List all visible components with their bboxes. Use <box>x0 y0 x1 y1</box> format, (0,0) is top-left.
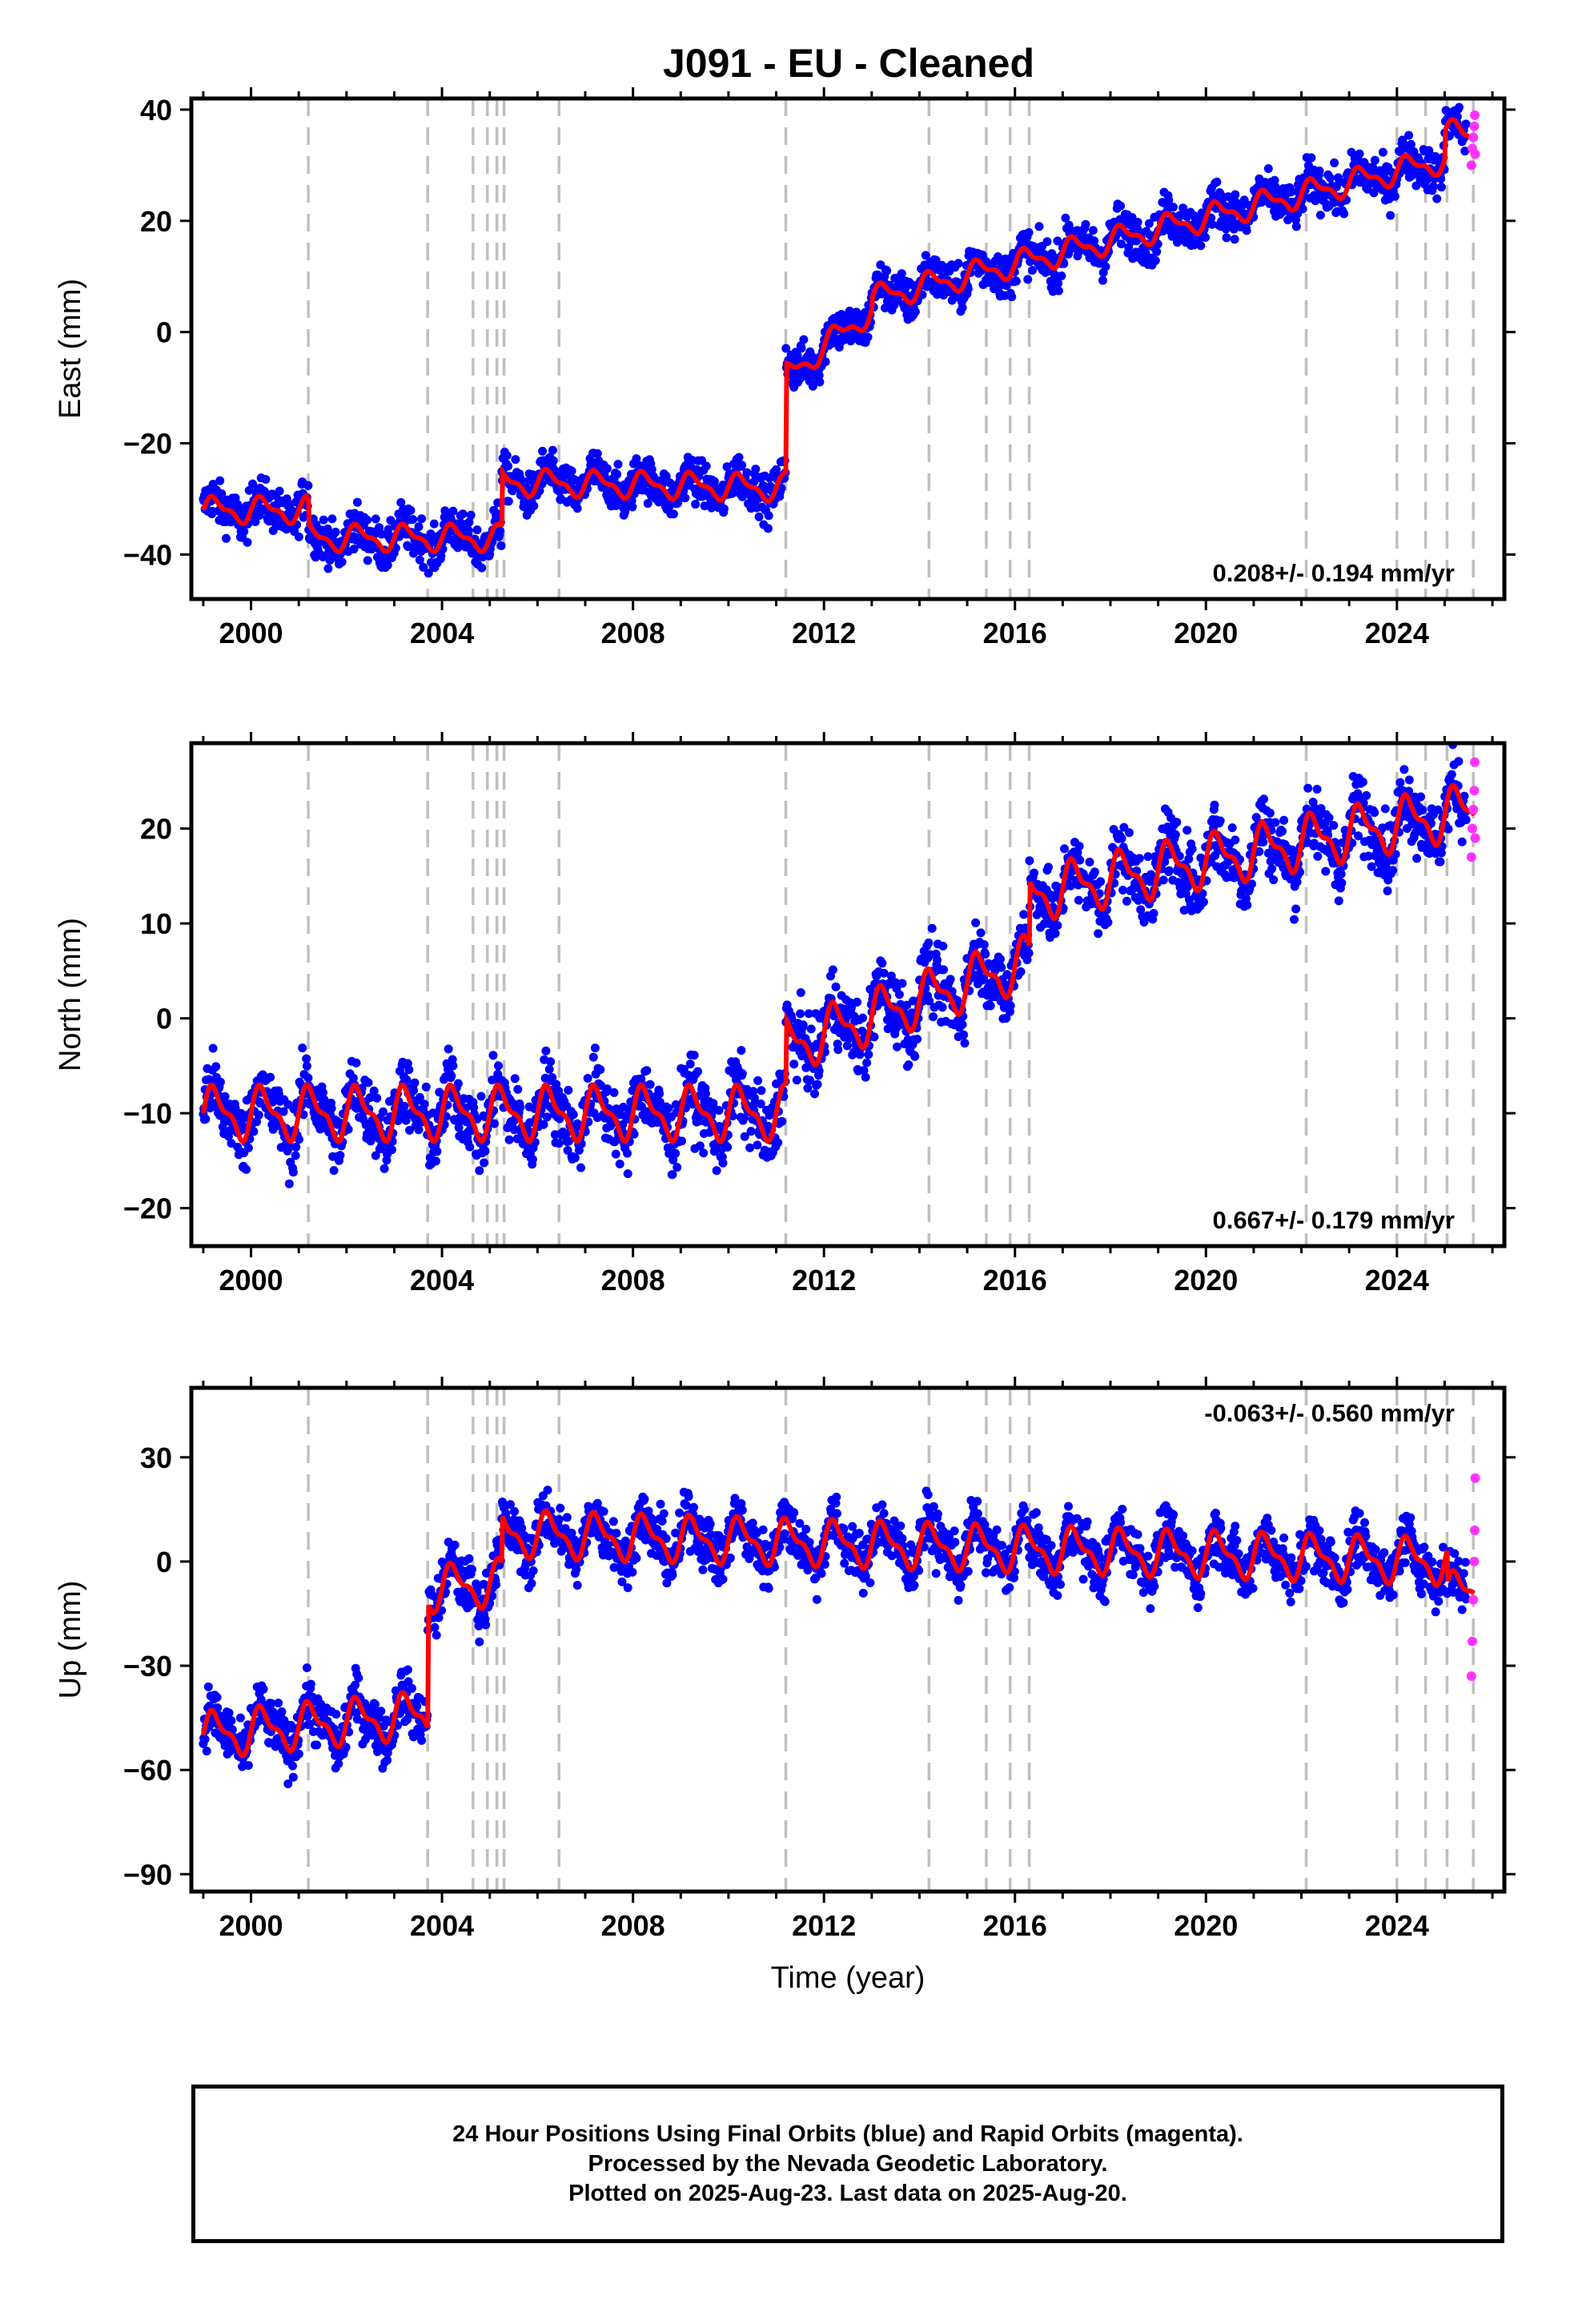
rapid-orbit-point <box>1466 852 1476 862</box>
rapid-orbit-point <box>1470 833 1480 843</box>
rapid-orbit-point <box>1468 1594 1479 1605</box>
x-tick-label: 2020 <box>1174 1909 1238 1942</box>
model-segment <box>869 152 1447 311</box>
y-tick-label: −20 <box>123 1192 172 1225</box>
panel-east: 2000 2004 2008 2012 2016 2020 2024 −40 −20 0 20 40 E… <box>54 87 1516 649</box>
model-segment <box>783 309 874 475</box>
x-tick-label: 2020 <box>1174 617 1238 649</box>
panels: 2000 2004 2008 2012 2016 2020 2024−40−2002040E… <box>54 87 1516 1995</box>
rapid-orbit-point <box>1469 1556 1480 1566</box>
model-segment <box>200 1690 430 1759</box>
footer-box: 24 Hour Positions Using Final Orbits (bl… <box>191 2085 1504 2243</box>
footer-line-3: Plotted on 2025-Aug-23. Last data on 202… <box>568 2180 1127 2206</box>
panel-north: 2000 2004 2008 2012 2016 2020 2024 −20 −10 0 10 20 N… <box>54 732 1516 1297</box>
chart-title: J091 - EU - Cleaned <box>663 41 1034 86</box>
x-tick-label: 2000 <box>219 617 283 649</box>
rapid-orbit-point <box>1470 757 1480 767</box>
footer-line-1: 24 Hour Positions Using Final Orbits (bl… <box>452 2121 1243 2147</box>
rapid-orbit-point <box>1466 160 1476 171</box>
model-segment <box>200 1082 788 1144</box>
rapid-orbit-point <box>1468 804 1479 814</box>
x-axis-label: Time (year) <box>771 1961 926 1995</box>
y-tick-label: −40 <box>123 538 172 571</box>
x-tick-label: 2016 <box>983 617 1047 649</box>
final-orbit-cloud <box>199 1486 1471 1788</box>
y-tick-label: 20 <box>140 205 172 238</box>
rate-label: 0.208+/- 0.194 mm/yr <box>1213 559 1455 587</box>
model-curve <box>200 782 1476 1144</box>
x-tick-label: 2016 <box>983 1264 1047 1297</box>
x-tick-label: 2020 <box>1174 1264 1238 1297</box>
rapid-orbit-point <box>1468 132 1479 143</box>
rapid-orbit-point <box>1470 1473 1480 1483</box>
model-segment <box>306 496 504 554</box>
model-curve <box>201 117 1476 554</box>
final-orbit-cloud <box>199 103 1471 578</box>
x-tick-label: 2004 <box>410 1264 474 1297</box>
y-tick-label: 10 <box>140 907 172 940</box>
y-tick-label: 0 <box>156 1003 172 1035</box>
y-tick-label: 30 <box>140 1441 172 1474</box>
rapid-orbit-point <box>1468 823 1478 834</box>
final-orbit-points <box>199 1486 1471 1788</box>
y-tick-label: 0 <box>156 1546 172 1578</box>
rapid-orbit-point <box>1469 786 1480 796</box>
rate-label: 0.667+/- 0.179 mm/yr <box>1213 1206 1455 1234</box>
model-segment <box>499 1508 1450 1589</box>
model-segment <box>499 464 786 527</box>
y-tick-label: 20 <box>140 813 172 846</box>
y-axis-label: Up (mm) <box>54 1581 87 1699</box>
rapid-orbit-point <box>1469 121 1480 131</box>
panel-frame <box>189 96 1507 601</box>
model-segment <box>1026 782 1476 946</box>
y-axis-label: East (mm) <box>54 279 87 419</box>
y-tick-label: −10 <box>123 1097 172 1130</box>
rapid-orbit-point <box>1470 110 1480 120</box>
rapid-orbit-point <box>1468 1636 1478 1647</box>
rapid-orbit-point <box>1466 1671 1476 1682</box>
x-tick-label: 2024 <box>1365 1909 1429 1942</box>
model-curve <box>200 1508 1476 1759</box>
y-tick-label: −90 <box>123 1858 172 1891</box>
model-segment <box>425 1555 504 1728</box>
rate-label: -0.063+/- 0.560 mm/yr <box>1204 1399 1455 1427</box>
x-tick-label: 2000 <box>219 1264 283 1297</box>
x-tick-label: 2008 <box>601 1909 665 1942</box>
panel-frame <box>189 741 1507 1248</box>
x-tick-label: 2008 <box>601 617 665 649</box>
rapid-orbit-point <box>1470 149 1480 159</box>
x-tick-label: 2024 <box>1365 1264 1429 1297</box>
y-axis-label: North (mm) <box>54 918 87 1072</box>
model-segment <box>783 932 1032 1086</box>
y-tick-label: 0 <box>156 316 172 349</box>
x-tick-label: 2024 <box>1365 617 1429 649</box>
x-tick-label: 2016 <box>983 1909 1047 1942</box>
x-tick-label: 2008 <box>601 1264 665 1297</box>
panel-frame <box>189 1385 1507 1894</box>
rapid-orbit-point <box>1470 1525 1480 1535</box>
x-tick-label: 2000 <box>219 1909 283 1942</box>
x-tick-label: 2012 <box>792 1264 856 1297</box>
footer-line-2: Processed by the Nevada Geodetic Laborat… <box>588 2150 1108 2177</box>
model-segment <box>1444 1550 1476 1595</box>
y-tick-label: 40 <box>140 94 172 127</box>
final-orbit-points <box>199 103 1471 578</box>
x-tick-label: 2012 <box>792 617 856 649</box>
x-tick-label: 2004 <box>410 617 474 649</box>
x-tick-label: 2012 <box>792 1909 856 1942</box>
y-tick-label: −20 <box>123 428 172 460</box>
panel-up: 2000 2004 2008 2012 2016 2020 2024 −90 −60 −30 0 30… <box>54 1377 1516 1995</box>
y-tick-label: −60 <box>123 1754 172 1787</box>
model-segment <box>201 493 310 527</box>
y-tick-label: −30 <box>123 1650 172 1683</box>
x-tick-label: 2004 <box>410 1909 474 1942</box>
